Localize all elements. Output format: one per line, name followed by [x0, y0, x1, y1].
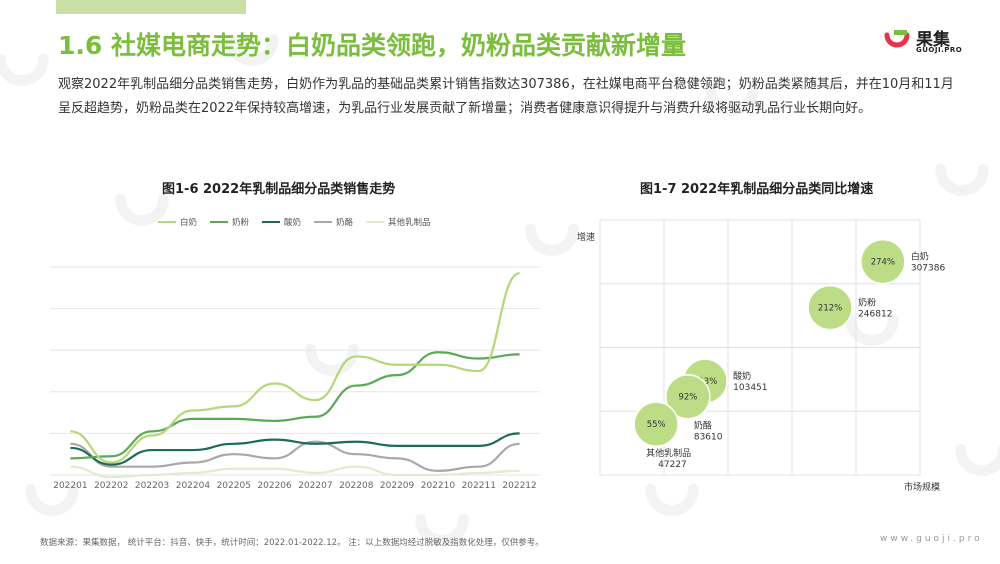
- bubble-value-label: 83610: [694, 433, 723, 443]
- watermark-arc: [25, 483, 79, 516]
- x-tick-label: 202204: [176, 481, 211, 491]
- bubble-name-label: 白奶: [911, 251, 929, 263]
- title-accent-bar: [56, 0, 246, 14]
- x-axis-label: 市场规模: [904, 481, 940, 493]
- watermark-arc: [225, 33, 279, 66]
- watermark-logo-icon: [645, 483, 699, 516]
- bubble-name-label: 其他乳制品: [646, 447, 691, 459]
- watermark-arc: [955, 443, 1000, 476]
- watermark-arc: [415, 513, 469, 546]
- legend-label: 奶粉: [232, 217, 250, 228]
- legend-label: 奶酪: [336, 217, 354, 228]
- watermark-arc: [115, 193, 169, 226]
- x-tick-label: 202206: [257, 481, 292, 491]
- bubble-name-label: 奶酪: [694, 420, 712, 432]
- series-line: [70, 272, 520, 464]
- x-tick-label: 202212: [502, 481, 536, 491]
- watermark-logo-icon: [0, 53, 49, 86]
- x-tick-label: 202203: [135, 481, 169, 491]
- x-tick-label: 202201: [53, 481, 87, 491]
- chart1-title: 图1-6 2022年乳制品细分品类销售走势: [162, 182, 396, 197]
- watermark-arc: [0, 53, 49, 86]
- bubble: [665, 373, 711, 420]
- x-tick-label: 202209: [380, 481, 415, 491]
- x-tick-label: 202205: [217, 481, 251, 491]
- watermark-arc: [705, 83, 759, 116]
- intro-paragraph: 观察2022年乳制品细分品类销售走势，白奶作为乳品的基础品类累计销售指数达307…: [58, 77, 954, 116]
- bubble-growth-label: 212%: [818, 304, 842, 314]
- watermark-logo-icon: [705, 83, 759, 116]
- bubble: [807, 284, 853, 331]
- chart2-title: 图1-7 2022年乳制品细分品类同比增速: [640, 182, 874, 197]
- bubble-value-label: 47227: [658, 460, 687, 470]
- x-tick-label: 202202: [94, 481, 128, 491]
- bubble-value-label: 103451: [733, 383, 767, 393]
- watermark-logo-icon: [225, 33, 279, 66]
- logo-subtext: GUOJI.PRO: [916, 46, 963, 54]
- legend-label: 其他乳制品: [388, 217, 431, 228]
- logo-text: 果集: [916, 30, 950, 50]
- bubble-name-label: 奶粉: [858, 297, 876, 309]
- x-tick-label: 202211: [462, 481, 496, 491]
- watermark-logo-icon: [25, 483, 79, 516]
- legend-label: 酸奶: [284, 217, 301, 228]
- brand-logo: 果集 GUOJI.PRO: [882, 24, 972, 60]
- legend-label: 白奶: [180, 217, 197, 228]
- bubble-value-label: 246812: [858, 310, 892, 320]
- bubble-growth-label: 55%: [647, 420, 666, 430]
- x-tick-label: 202207: [298, 481, 332, 491]
- watermark-logo-icon: [955, 443, 1000, 476]
- watermark-logo-icon: [935, 163, 989, 196]
- bubble-value-label: 307386: [911, 264, 946, 274]
- page-title: 1.6 社媒电商走势：白奶品类领跑，奶粉品类贡献新增量: [58, 31, 686, 60]
- watermark-logo-icon: [415, 513, 469, 546]
- x-tick-label: 202210: [421, 481, 456, 491]
- watermark-logo-icon: [115, 193, 169, 226]
- x-tick-label: 202208: [339, 481, 374, 491]
- watermark-logo-icon: [845, 313, 899, 346]
- series-line: [70, 440, 520, 472]
- site-url: www.guoji.pro: [880, 534, 983, 544]
- watermark-arc: [645, 483, 699, 516]
- bubble: [633, 401, 679, 447]
- series-line: [70, 351, 520, 460]
- source-note: 数据来源：果集数据， 统计平台：抖音、快手，统计时间：2022.01-2022.…: [40, 538, 544, 548]
- watermark-arc: [845, 313, 899, 346]
- series-line: [70, 465, 520, 479]
- bubble-growth-label: 92%: [678, 393, 697, 403]
- bubble-chart: 增速市场规模274%白奶307386212%奶粉246812113%酸奶1034…: [577, 219, 946, 493]
- bubble: [860, 238, 906, 285]
- bubble-name-label: 酸奶: [733, 370, 751, 382]
- line-chart: 202201 202202 202203 202204 202205 202206 2022…: [50, 217, 540, 491]
- watermark-arc: [935, 163, 989, 196]
- logo-icon: [884, 30, 910, 48]
- watermark-arc: [525, 223, 579, 256]
- bubble-growth-label: 274%: [871, 258, 895, 268]
- y-axis-label: 增速: [577, 231, 595, 243]
- watermark-logo-icon: [525, 223, 579, 256]
- series-line: [70, 432, 520, 466]
